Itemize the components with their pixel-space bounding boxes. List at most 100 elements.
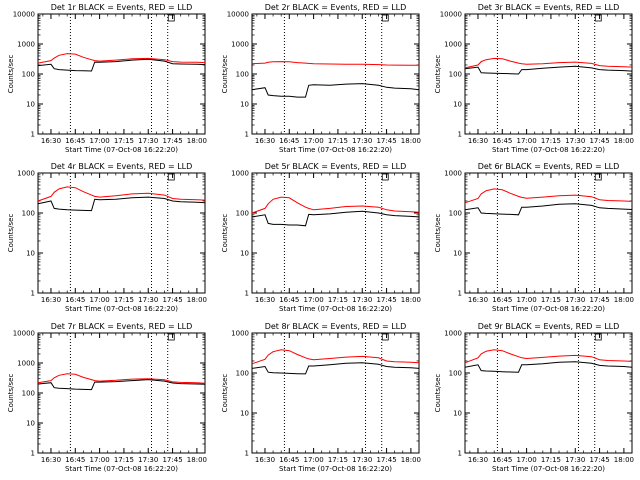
y-tick-label: 1000 <box>444 170 462 178</box>
detector-glyph <box>594 173 602 181</box>
y-tick-label: 1000 <box>231 330 249 338</box>
y-tick-label: 1 <box>458 131 462 139</box>
x-tick-label: 16:30 <box>255 296 275 304</box>
x-tick-label: 16:30 <box>468 296 488 304</box>
x-tick-label: 16:45 <box>279 137 299 145</box>
x-tick-label: 17:45 <box>162 137 182 145</box>
x-tick-label: 16:45 <box>65 456 85 464</box>
x-tick-label: 16:45 <box>492 456 512 464</box>
x-tick-label: 17:45 <box>162 456 182 464</box>
events-series-line <box>464 203 633 216</box>
detector-plot: Det 5r BLACK = Events, RED = LLD 1 10 100 10… <box>221 162 421 313</box>
x-tick-label: 17:30 <box>352 137 372 145</box>
x-axis-label: Start Time (07-Oct-08 16:22:20) <box>492 146 605 154</box>
detector-plot: Det 9r BLACK = Events, RED = LLD 1 10 100 10… <box>434 322 634 473</box>
x-tick-label: 18:00 <box>187 296 207 304</box>
y-tick-label: 100 <box>236 71 249 79</box>
y-axis-label: Counts/sec <box>7 374 15 413</box>
events-series-line <box>37 58 206 72</box>
y-tick-label: 100 <box>449 370 462 378</box>
x-tick-label: 17:00 <box>517 296 537 304</box>
y-tick-label: 1000 <box>17 41 35 49</box>
x-tick-label: 17:45 <box>376 456 396 464</box>
y-axis-label: Counts/sec <box>434 374 442 413</box>
y-tick-label: 1000 <box>444 330 462 338</box>
plot-frame <box>37 172 206 294</box>
x-tick-label: 18:00 <box>614 456 634 464</box>
x-tick-label: 17:15 <box>328 456 348 464</box>
x-tick-label: 17:30 <box>138 296 158 304</box>
plot-title: Det 5r BLACK = Events, RED = LLD <box>265 162 407 171</box>
plot-frame <box>251 13 420 135</box>
x-axis-label: Start Time (07-Oct-08 16:22:20) <box>65 146 178 154</box>
x-tick-label: 16:30 <box>41 456 61 464</box>
events-series-line <box>251 362 420 375</box>
y-tick-label: 100 <box>236 210 249 218</box>
x-tick-label: 17:00 <box>304 296 324 304</box>
y-tick-label: 10 <box>453 101 462 109</box>
x-tick-label: 17:30 <box>565 296 585 304</box>
x-tick-label: 18:00 <box>401 137 421 145</box>
x-axis-label: Start Time (07-Oct-08 16:22:20) <box>65 465 178 473</box>
lld-series-line <box>464 57 633 69</box>
detector-glyph <box>594 14 602 22</box>
x-tick-label: 18:00 <box>401 456 421 464</box>
detector-glyph <box>167 14 175 22</box>
y-tick-label: 1000 <box>231 170 249 178</box>
y-tick-label: 1 <box>31 131 35 139</box>
y-axis-label: Counts/sec <box>221 374 229 413</box>
x-tick-label: 18:00 <box>614 296 634 304</box>
x-tick-label: 17:15 <box>541 137 561 145</box>
x-tick-label: 17:30 <box>138 137 158 145</box>
y-tick-label: 1 <box>245 131 249 139</box>
x-axis-label: Start Time (07-Oct-08 16:22:20) <box>65 305 178 313</box>
events-series-line <box>251 210 420 227</box>
x-tick-label: 17:00 <box>517 137 537 145</box>
x-tick-label: 17:15 <box>541 296 561 304</box>
x-tick-label: 16:45 <box>65 296 85 304</box>
x-tick-label: 16:45 <box>492 137 512 145</box>
plot-frame <box>464 332 633 454</box>
x-tick-label: 18:00 <box>187 456 207 464</box>
y-tick-label: 10 <box>26 250 35 258</box>
x-tick-label: 18:00 <box>187 137 207 145</box>
x-tick-label: 17:45 <box>589 296 609 304</box>
detector-glyph <box>167 333 175 341</box>
x-tick-label: 17:45 <box>376 137 396 145</box>
x-tick-label: 17:15 <box>114 456 134 464</box>
y-tick-label: 100 <box>236 370 249 378</box>
y-tick-label: 10 <box>26 101 35 109</box>
detector-glyph <box>594 333 602 341</box>
lld-series-line <box>37 53 206 64</box>
x-tick-label: 16:30 <box>41 137 61 145</box>
x-tick-label: 16:30 <box>468 456 488 464</box>
x-tick-label: 17:30 <box>565 456 585 464</box>
plot-frame <box>251 332 420 454</box>
y-tick-label: 10 <box>240 101 249 109</box>
x-tick-label: 16:30 <box>255 456 275 464</box>
detector-plot: Det 1r BLACK = Events, RED = LLD 1 10 100 10… <box>7 3 207 154</box>
x-tick-label: 17:30 <box>352 456 372 464</box>
x-tick-label: 17:15 <box>114 137 134 145</box>
x-tick-label: 17:00 <box>517 456 537 464</box>
x-axis-label: Start Time (07-Oct-08 16:22:20) <box>492 465 605 473</box>
y-tick-label: 100 <box>22 71 35 79</box>
detector-plot: Det 8r BLACK = Events, RED = LLD 1 10 100 10… <box>221 322 421 473</box>
y-axis-label: Counts/sec <box>221 214 229 253</box>
x-axis-label: Start Time (07-Oct-08 16:22:20) <box>279 305 392 313</box>
plot-frame <box>464 172 633 294</box>
plot-title: Det 6r BLACK = Events, RED = LLD <box>478 162 620 171</box>
x-tick-label: 16:45 <box>279 296 299 304</box>
y-tick-label: 1000 <box>17 170 35 178</box>
x-tick-label: 16:45 <box>65 137 85 145</box>
x-tick-label: 18:00 <box>401 296 421 304</box>
detector-plot: Det 6r BLACK = Events, RED = LLD 1 10 100 10… <box>434 162 634 313</box>
events-series-line <box>464 361 633 373</box>
y-tick-label: 10 <box>453 410 462 418</box>
x-tick-label: 16:30 <box>255 137 275 145</box>
y-tick-label: 1000 <box>17 360 35 368</box>
x-tick-label: 17:15 <box>541 456 561 464</box>
plot-title: Det 1r BLACK = Events, RED = LLD <box>51 3 193 12</box>
events-series-line <box>37 379 206 391</box>
